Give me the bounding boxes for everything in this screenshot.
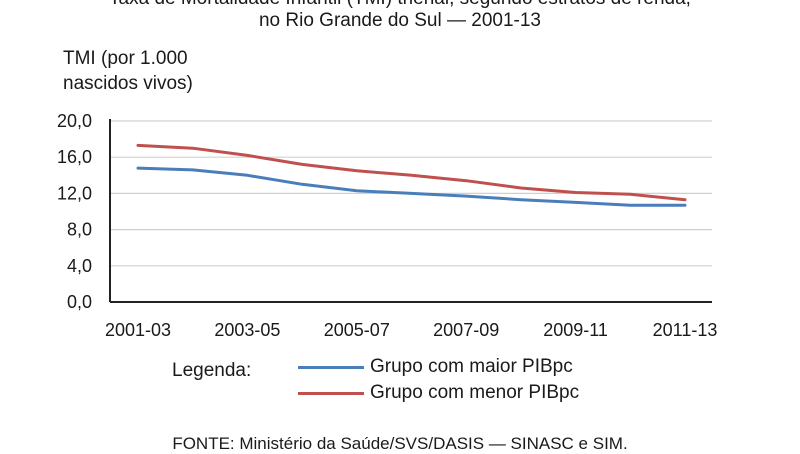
y-axis-label-line-2: nascidos vivos) xyxy=(63,73,193,94)
series-line-maior-pibpc xyxy=(136,166,687,207)
grid-lines xyxy=(110,120,712,267)
y-tick-label: 0,0 xyxy=(67,292,92,312)
legend-swatch-menor-pibpc xyxy=(298,391,364,395)
legend-title: Legenda: xyxy=(172,360,252,381)
legend-label-menor-pibpc: Grupo com menor PIBpc xyxy=(370,382,580,403)
x-tick-label: 2009-11 xyxy=(543,320,608,340)
chart-title-line-1: Taxa de Mortalidade Infantil (TMI) trien… xyxy=(0,0,800,10)
x-tick-label: 2005-07 xyxy=(324,320,390,340)
x-tick-label: 2011-13 xyxy=(653,320,718,340)
x-tick-label: 2001-03 xyxy=(105,320,171,340)
series-line-menor-pibpc xyxy=(136,143,687,202)
y-tick-label: 16,0 xyxy=(57,147,92,167)
y-axis-label-line-1: TMI (por 1.000 xyxy=(63,48,188,69)
source-note: FONTE: Ministério da Saúde/SVS/DASIS — S… xyxy=(172,434,628,453)
x-tick-labels: 2001-03 2003-05 2005-07 2007-09 2009-11 2011-… xyxy=(105,320,717,340)
axes xyxy=(109,119,712,303)
y-tick-label: 4,0 xyxy=(67,256,92,276)
legend-item-menor-pibpc: Grupo com menor PIBpc xyxy=(298,382,579,404)
legend-item-maior-pibpc: Grupo com maior PIBpc xyxy=(298,356,573,378)
legend-swatch-maior-pibpc xyxy=(298,365,364,369)
series-lines xyxy=(136,143,687,207)
x-tick-label: 2003-05 xyxy=(214,320,280,340)
legend-label-maior-pibpc: Grupo com maior PIBpc xyxy=(370,356,573,377)
y-tick-label: 20,0 xyxy=(57,111,92,131)
y-tick-labels: 0,0 4,0 8,0 12,0 16,0 20,0 xyxy=(57,111,92,312)
x-tick-label: 2007-09 xyxy=(433,320,499,340)
chart-title-line-2: no Rio Grande do Sul — 2001-13 xyxy=(258,10,541,31)
y-tick-label: 12,0 xyxy=(57,183,92,203)
y-tick-label: 8,0 xyxy=(67,220,92,240)
